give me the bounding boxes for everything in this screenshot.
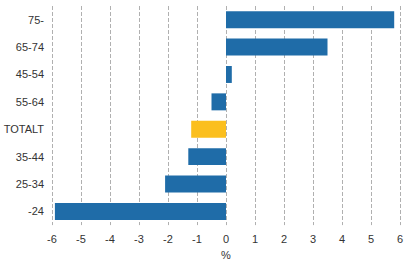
- svg-text:-4: -4: [105, 233, 115, 245]
- svg-text:35-44: 35-44: [16, 151, 44, 163]
- svg-text:-3: -3: [134, 233, 144, 245]
- svg-text:6: 6: [397, 233, 403, 245]
- svg-text:3: 3: [310, 233, 316, 245]
- svg-text:-1: -1: [192, 233, 202, 245]
- svg-text:%: %: [221, 249, 231, 261]
- svg-text:5: 5: [368, 233, 374, 245]
- svg-text:-5: -5: [76, 233, 86, 245]
- svg-text:55-64: 55-64: [16, 96, 44, 108]
- svg-text:TOTALT: TOTALT: [4, 123, 45, 135]
- svg-text:65-74: 65-74: [16, 41, 44, 53]
- svg-text:-24: -24: [28, 205, 44, 217]
- svg-text:-6: -6: [47, 233, 57, 245]
- svg-text:0: 0: [223, 233, 229, 245]
- svg-text:45-54: 45-54: [16, 68, 44, 80]
- svg-text:1: 1: [252, 233, 258, 245]
- svg-text:75-: 75-: [28, 14, 44, 26]
- svg-text:2: 2: [281, 233, 287, 245]
- svg-text:-2: -2: [163, 233, 173, 245]
- svg-text:25-34: 25-34: [16, 178, 44, 190]
- svg-text:4: 4: [339, 233, 345, 245]
